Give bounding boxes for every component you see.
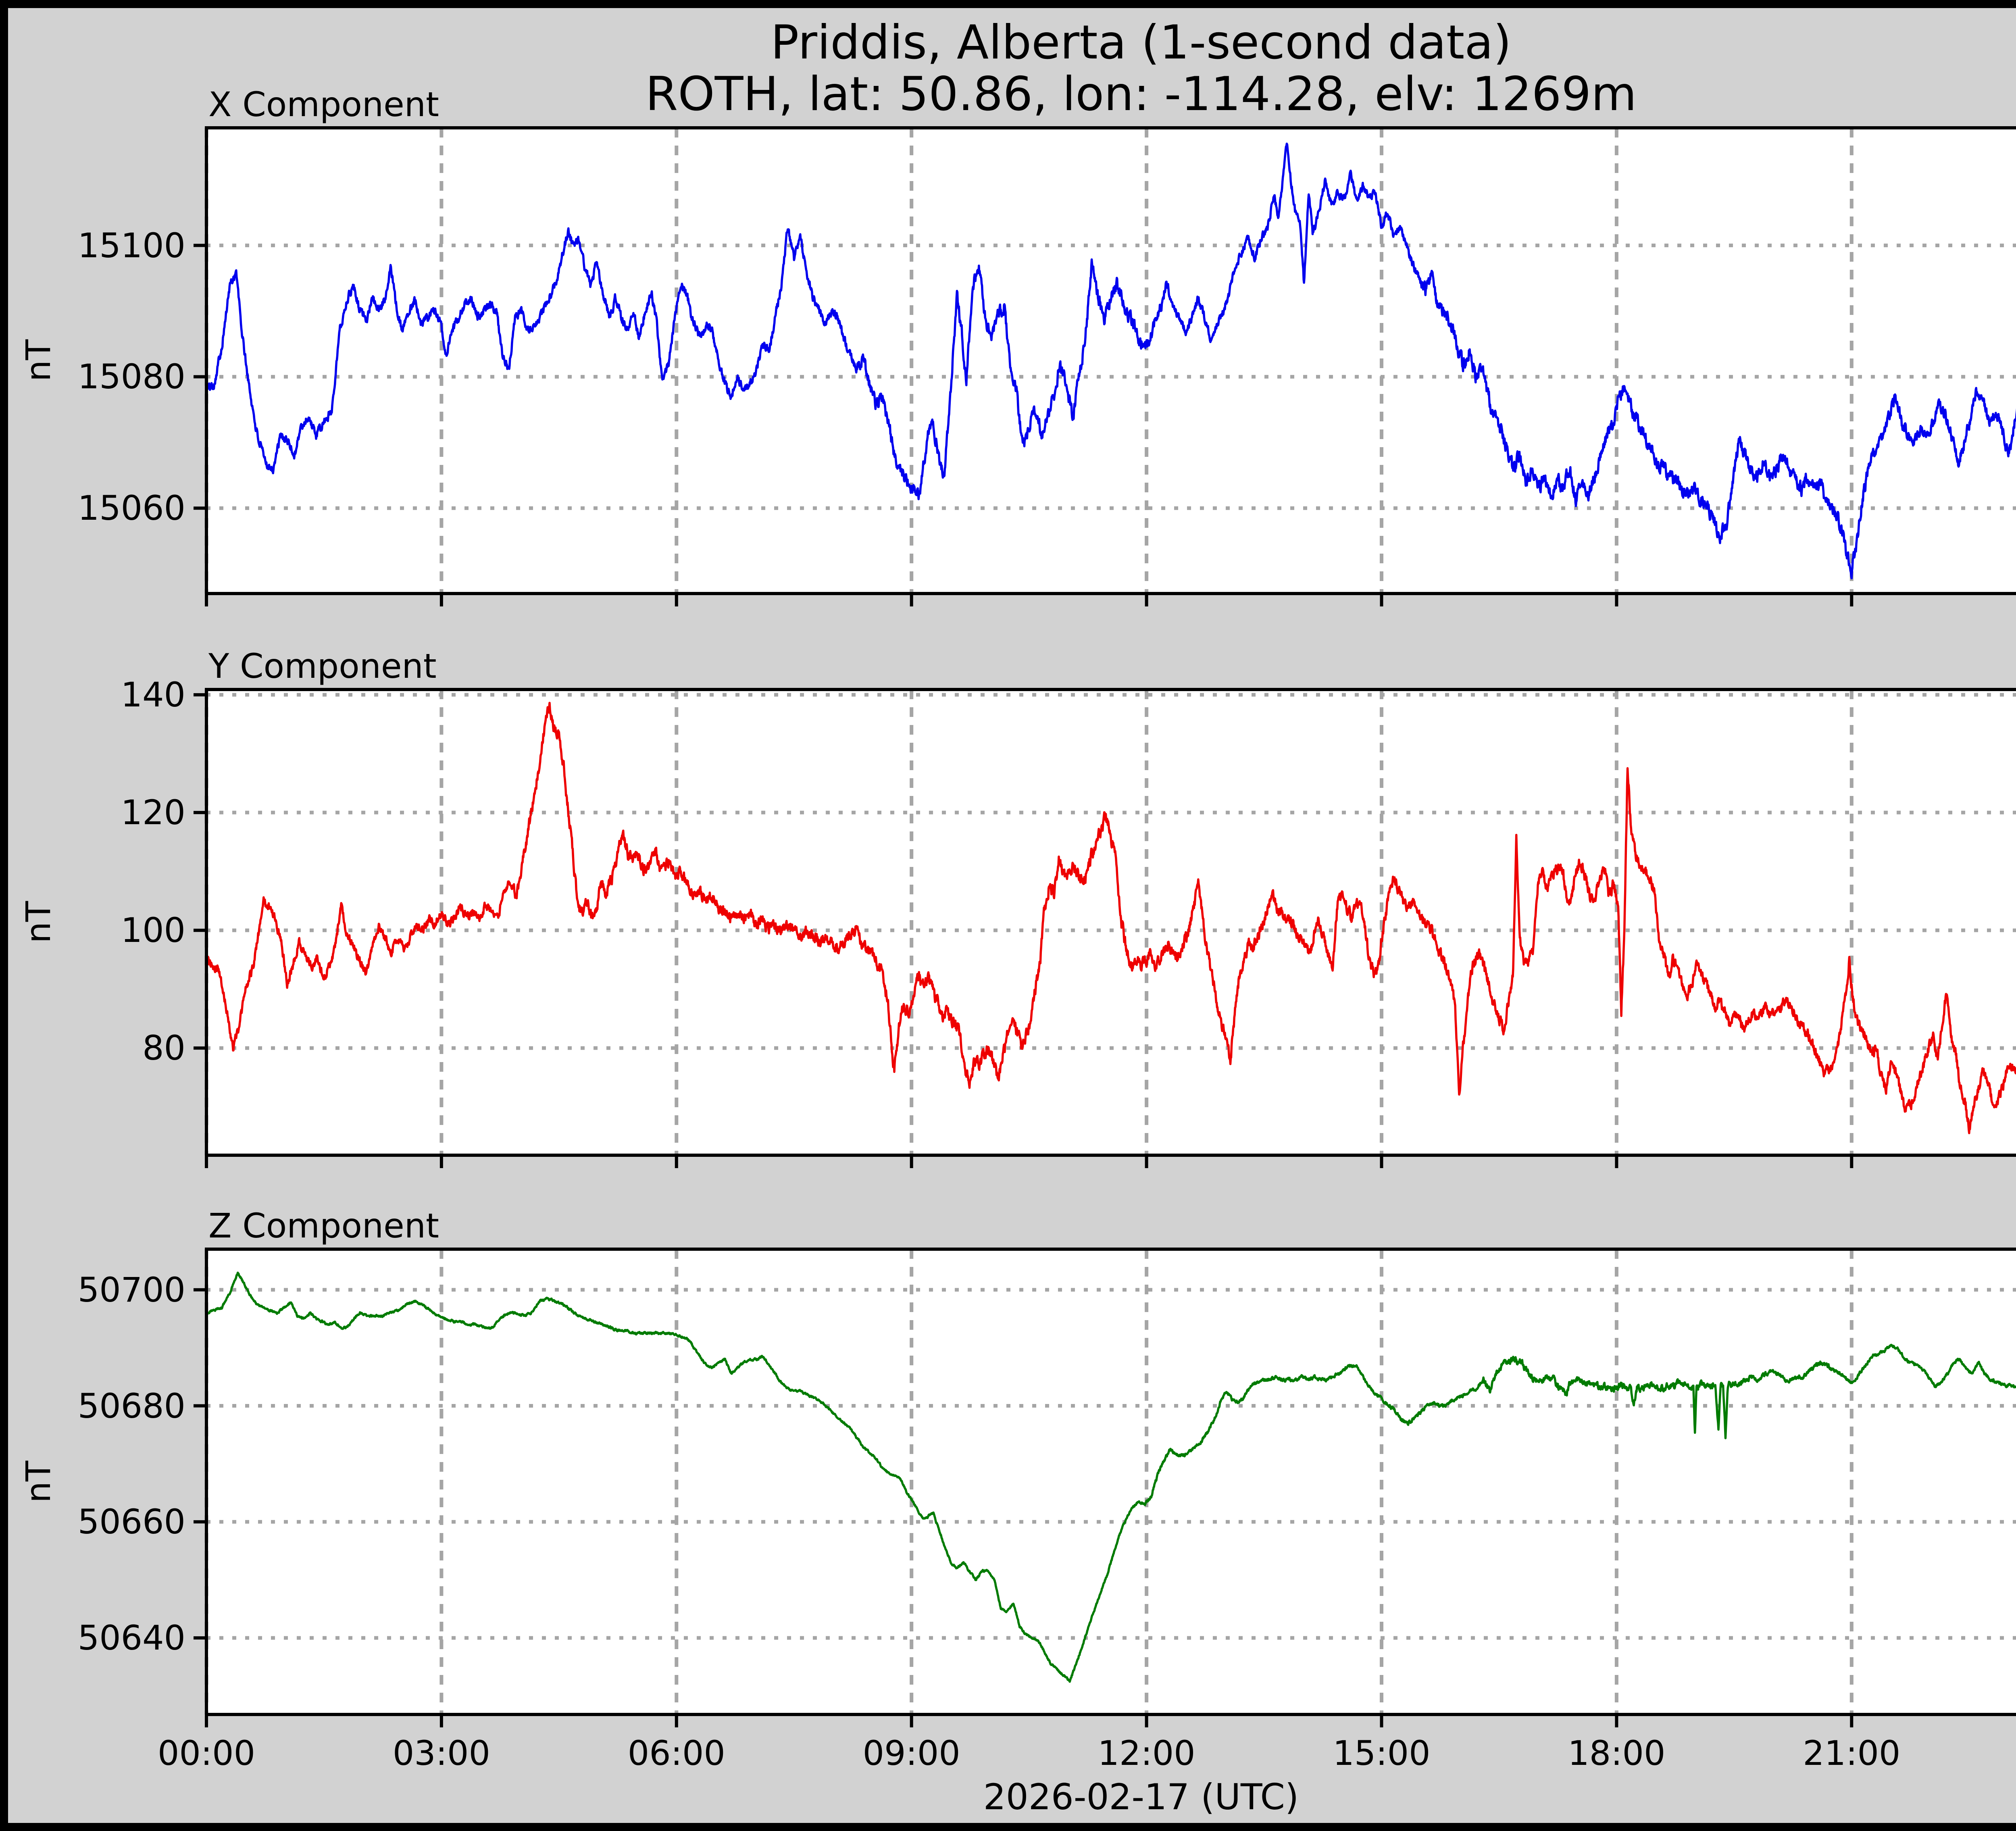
x-tick-label: 06:00 (627, 1733, 725, 1773)
x-tick-label: 12:00 (1098, 1733, 1195, 1773)
figure-title-line1: Priddis, Alberta (1-second data) (771, 15, 1512, 70)
x-tick-label: 00:00 (157, 1733, 256, 1773)
figure-title-line2: ROTH, lat: 50.86, lon: -114.28, elv: 126… (645, 67, 1637, 121)
plot-spine (205, 688, 2016, 1157)
y-tick-label: 100 (121, 910, 185, 950)
y-tick-label: 15100 (77, 225, 185, 265)
plot-background (206, 689, 2016, 1155)
y-component-line (206, 702, 2016, 1134)
y-tick-label: 50700 (77, 1270, 185, 1310)
plot-spine (205, 1248, 2016, 1716)
plot-z-component (194, 1248, 2016, 1727)
plot-y-component (194, 688, 2016, 1168)
subplot-title-x: X Component (208, 85, 439, 124)
y-tick-label: 120 (121, 793, 185, 833)
y-tick-label: 50640 (77, 1618, 185, 1658)
y-tick-label: 15080 (77, 357, 185, 397)
tick-marks (194, 693, 1854, 1168)
tick-marks (194, 244, 1854, 606)
plot-background (206, 1249, 2016, 1714)
gridlines (204, 689, 2016, 1155)
plot-x-component (194, 126, 2016, 606)
plot-background (206, 128, 2016, 594)
y-tick-label: 80 (142, 1028, 185, 1068)
plot-spine (205, 126, 2016, 595)
y-tick-label: 140 (121, 675, 185, 715)
x-tick-label: 18:00 (1568, 1733, 1666, 1773)
x-tick-label: 03:00 (392, 1733, 490, 1773)
gridlines (204, 128, 2016, 594)
y-tick-label: 50680 (77, 1386, 185, 1426)
x-component-line (206, 142, 2016, 579)
subplot-title-z: Z Component (208, 1206, 439, 1246)
y-tick-label: 15060 (77, 488, 185, 528)
x-tick-label: 15:00 (1333, 1733, 1431, 1773)
x-tick-label: 09:00 (862, 1733, 960, 1773)
y-tick-label: 50660 (77, 1502, 185, 1542)
figure-title: Priddis, Alberta (1-second data) ROTH, l… (206, 17, 2016, 120)
subplot-title-y: Y Component (208, 646, 437, 686)
x-tick-label: 21:00 (1803, 1733, 1901, 1773)
x-axis-label: 2026-02-17 (UTC) (983, 1776, 1299, 1818)
z-component-line (206, 1271, 2016, 1683)
tick-marks (194, 1288, 1854, 1727)
